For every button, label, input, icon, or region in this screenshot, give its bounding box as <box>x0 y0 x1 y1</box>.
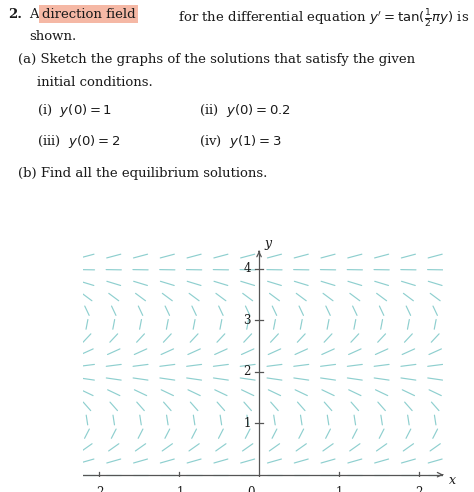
Text: 4: 4 <box>244 262 251 276</box>
Text: direction field: direction field <box>42 8 136 21</box>
Text: (b) Find all the equilibrium solutions.: (b) Find all the equilibrium solutions. <box>18 167 267 180</box>
Text: (iii)  $y(0) = 2$: (iii) $y(0) = 2$ <box>37 133 120 150</box>
Text: 2: 2 <box>416 486 423 492</box>
Text: -1: -1 <box>173 486 185 492</box>
Text: 3: 3 <box>244 314 251 327</box>
Text: y: y <box>264 237 272 250</box>
Text: 2: 2 <box>244 365 251 378</box>
Text: 2.: 2. <box>9 8 23 21</box>
Text: for the differential equation $y' = \tan(\frac{1}{2}\pi y)$ is: for the differential equation $y' = \tan… <box>174 8 470 30</box>
Text: (i)  $y(0) = 1$: (i) $y(0) = 1$ <box>37 102 112 119</box>
Text: shown.: shown. <box>29 30 77 43</box>
Text: 1: 1 <box>336 486 343 492</box>
Text: x: x <box>449 474 456 488</box>
Text: -2: -2 <box>93 486 105 492</box>
Text: A: A <box>29 8 43 21</box>
Text: (ii)  $y(0) = 0.2$: (ii) $y(0) = 0.2$ <box>199 102 290 119</box>
Text: 0: 0 <box>247 486 255 492</box>
Text: initial conditions.: initial conditions. <box>37 76 153 89</box>
Text: (iv)  $y(1) = 3$: (iv) $y(1) = 3$ <box>199 133 282 150</box>
Text: (a) Sketch the graphs of the solutions that satisfy the given: (a) Sketch the graphs of the solutions t… <box>18 54 415 66</box>
Text: 1: 1 <box>244 417 251 430</box>
